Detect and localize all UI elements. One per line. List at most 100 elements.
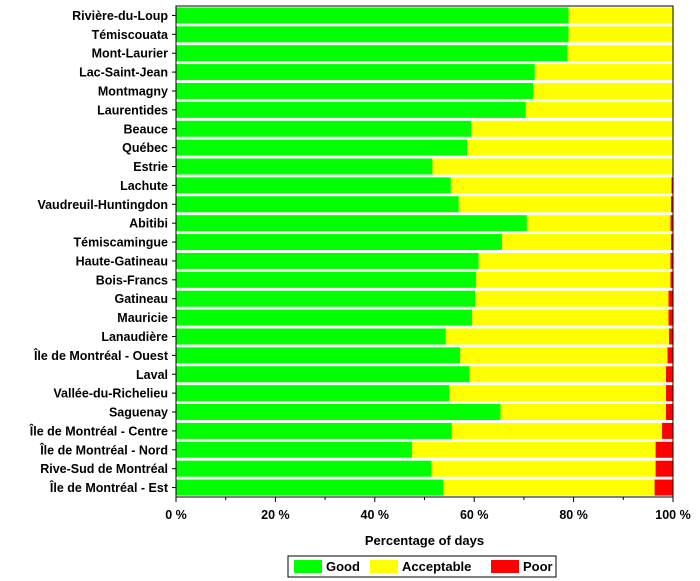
bar-poor-15 [668,290,673,307]
bar-acceptable-3 [534,64,673,81]
x-axis: 0 % 20 % 40 % 60 % 80 % 100 % [165,497,691,522]
bar-good-21 [176,404,501,421]
x-axis-title: Percentage of days [365,533,484,548]
category-label-16: Mauricie [117,311,168,325]
bar-good-15 [176,290,476,307]
bar-good-3 [176,64,535,81]
bar-good-7 [176,139,468,156]
bar-good-18 [176,347,461,364]
bar-good-25 [176,479,444,496]
bar-good-13 [176,252,479,269]
category-label-10: Vaudreuil-Huntingdon [37,198,168,212]
legend-label-acceptable: Acceptable [402,559,471,574]
bar-poor-25 [654,479,673,496]
legend-box [287,555,557,578]
bar-acceptable-15 [475,290,669,307]
bar-acceptable-2 [567,45,673,62]
bar-acceptable-6 [471,120,673,137]
bar-good-9 [176,177,451,194]
bar-good-20 [176,385,450,402]
x-tick-label-0: 0 % [165,508,187,522]
bar-good-6 [176,120,472,137]
bar-poor-14 [670,271,673,288]
category-label-4: Montmagny [98,84,168,98]
bar-good-17 [176,328,446,345]
bar-poor-11 [670,215,673,232]
category-label-15: Gatineau [115,292,169,306]
bar-good-11 [176,215,527,232]
category-label-17: Lanaudière [101,330,168,344]
bar-poor-18 [667,347,673,364]
bar-good-16 [176,309,473,326]
category-label-12: Témiscamingue [74,236,169,250]
bar-poor-19 [666,366,673,383]
x-tick-label-3: 60 % [460,508,489,522]
category-label-9: Lachute [120,179,168,193]
bar-acceptable-20 [449,385,667,402]
bar-poor-10 [671,196,673,213]
bar-good-19 [176,366,470,383]
bars-group [175,5,674,498]
bar-acceptable-22 [451,422,663,439]
category-label-5: Laurentides [97,103,168,117]
bar-good-0 [176,7,569,24]
bar-poor-12 [671,234,673,251]
bar-acceptable-12 [502,234,672,251]
bar-good-5 [176,101,526,118]
bar-poor-23 [655,441,673,458]
bar-acceptable-14 [476,271,671,288]
legend-swatch-poor [491,560,519,573]
x-tick-label-2: 40 % [361,508,390,522]
category-label-18: Île de Montréal - Ouest [33,348,169,363]
x-tick-label-1: 20 % [261,508,290,522]
bar-good-4 [176,82,534,99]
bar-good-14 [176,271,477,288]
category-label-11: Abitibi [129,217,168,231]
category-label-0: Rivière-du-Loup [72,9,168,23]
legend-swatch-good [294,560,322,573]
bar-acceptable-23 [412,441,656,458]
bar-acceptable-21 [500,404,667,421]
category-label-25: Île de Montréal - Est [49,480,169,495]
category-label-6: Beauce [124,122,169,136]
category-label-7: Québec [122,141,168,155]
legend: Good Acceptable Poor [287,555,557,578]
bar-acceptable-8 [432,158,673,175]
category-label-14: Bois-Francs [96,273,168,287]
bar-poor-9 [671,177,673,194]
bar-poor-21 [666,404,673,421]
bar-acceptable-7 [467,139,673,156]
category-label-24: Rive-Sud de Montréal [40,462,168,476]
bar-acceptable-13 [478,252,671,269]
bar-good-1 [176,26,569,43]
bar-good-2 [176,45,568,62]
bar-good-24 [176,460,432,477]
bar-acceptable-4 [533,82,673,99]
category-label-8: Estrie [133,160,168,174]
category-label-23: Île de Montréal - Nord [39,442,168,457]
bar-good-10 [176,196,459,213]
bar-acceptable-5 [525,101,673,118]
bar-acceptable-1 [568,26,673,43]
bar-acceptable-24 [431,460,656,477]
x-tick-label-5: 100 % [655,508,690,522]
bar-acceptable-10 [458,196,672,213]
bar-poor-20 [666,385,673,402]
bar-good-22 [176,422,452,439]
bar-acceptable-17 [445,328,670,345]
category-label-19: Laval [136,368,168,382]
category-label-13: Haute-Gatineau [76,254,168,268]
x-tick-label-4: 80 % [559,508,588,522]
category-label-22: Île de Montréal - Centre [29,423,168,438]
bar-poor-22 [662,422,673,439]
legend-label-poor: Poor [523,559,553,574]
bar-poor-24 [655,460,673,477]
bar-acceptable-16 [472,309,669,326]
category-labels: Rivière-du-Loup Témiscouata Mont-Laurier La… [29,9,176,495]
bar-poor-16 [668,309,673,326]
bar-acceptable-0 [568,7,673,24]
category-label-2: Mont-Laurier [92,47,169,61]
bar-poor-17 [669,328,673,345]
category-label-20: Vallée-du-Richelieu [53,387,168,401]
